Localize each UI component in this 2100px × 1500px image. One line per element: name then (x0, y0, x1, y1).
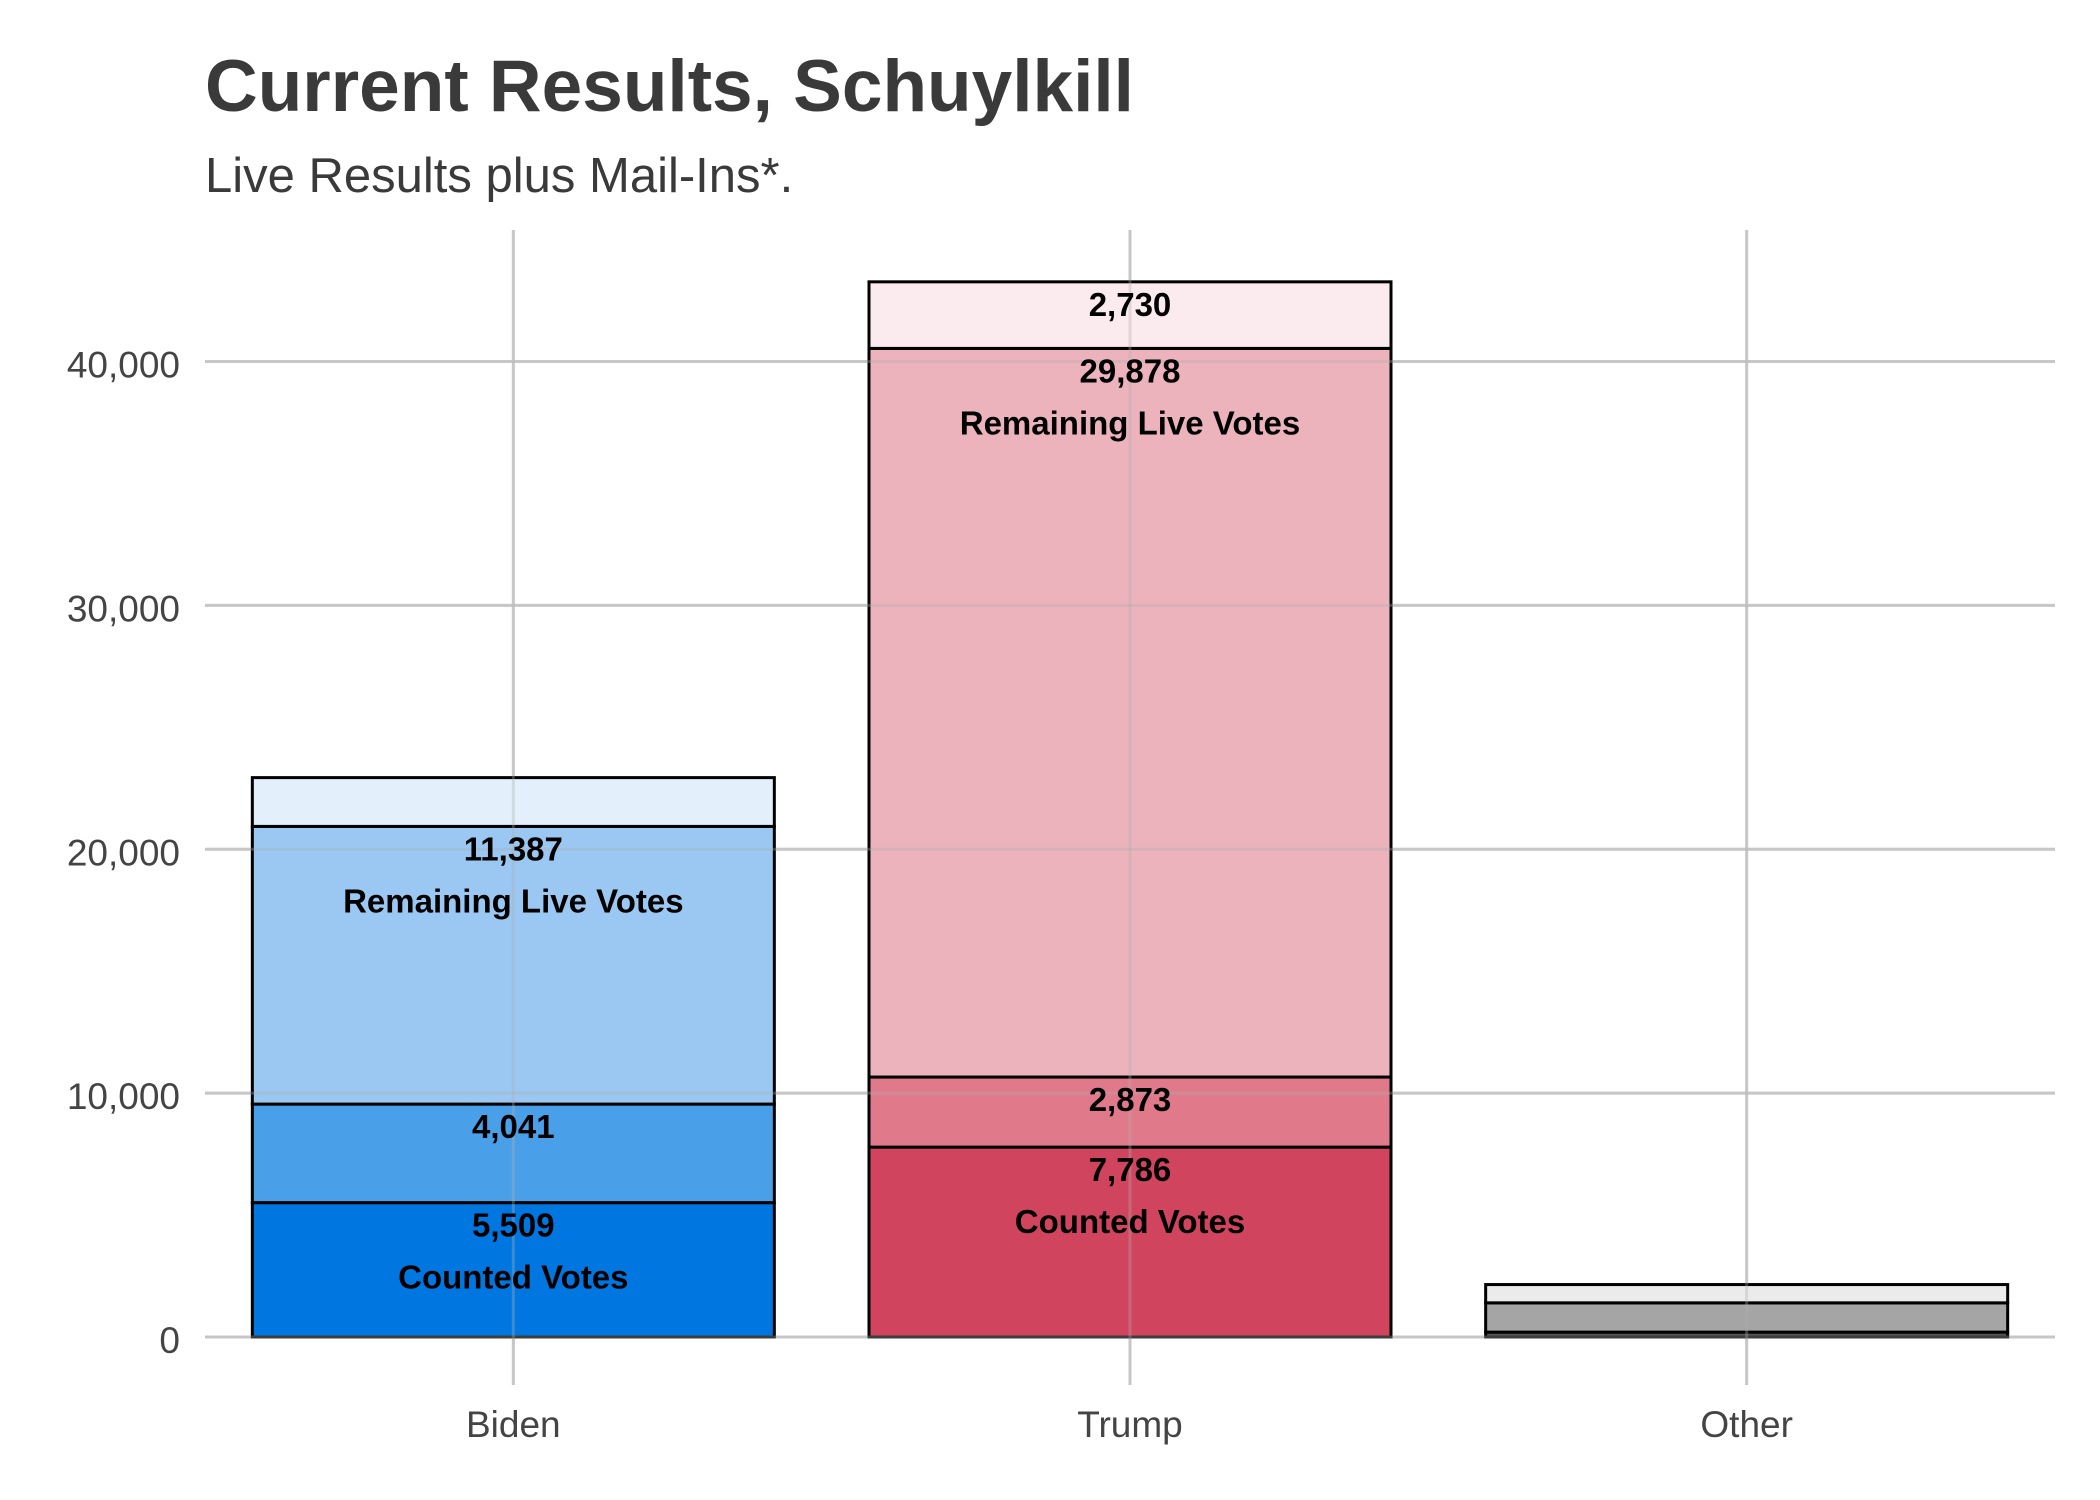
y-tick-label: 40,000 (67, 345, 180, 386)
axis-layer: 0 10,000 20,000 30,000 40,000 Biden Trump Other (67, 345, 1793, 1446)
bar-value-label: 2,873 (1089, 1081, 1172, 1118)
bar-value-label: 2,730 (1089, 286, 1172, 323)
bar-segment-label: Counted Votes (1015, 1203, 1245, 1240)
bar-segment-label: Remaining Live Votes (960, 404, 1300, 441)
bar-segment (867, 280, 1393, 350)
bar-segment-label: Counted Votes (398, 1259, 628, 1296)
chart-subtitle: Live Results plus Mail-Ins*. (205, 149, 794, 203)
bar-segment (250, 776, 776, 828)
bar-segment (867, 1075, 1393, 1149)
y-tick-label: 20,000 (67, 832, 180, 873)
bar-segment (250, 824, 776, 1106)
bar-segment (1484, 1283, 2010, 1305)
x-tick-label: Trump (1077, 1404, 1183, 1445)
bar-segment-label: Remaining Live Votes (343, 882, 683, 919)
bars-layer (205, 230, 2055, 1385)
bar-value-label: 29,878 (1080, 352, 1181, 389)
bar-segment (250, 1102, 776, 1205)
y-tick-label: 10,000 (67, 1076, 180, 1117)
bar-value-label: 7,786 (1089, 1151, 1172, 1188)
y-tick-label: 30,000 (67, 588, 180, 629)
chart-title: Current Results, Schuylkill (205, 46, 1134, 127)
bar-segment (867, 346, 1393, 1079)
bar-value-label: 5,509 (472, 1207, 555, 1244)
x-tick-label: Other (1700, 1404, 1793, 1445)
bar-segment (250, 1201, 776, 1339)
bar-value-label: 11,387 (464, 830, 563, 867)
labels-layer: 5,509 Counted Votes 4,041 11,387 Remaining L… (343, 286, 1300, 1296)
bar-segment (867, 1145, 1393, 1339)
bar-segment (1484, 1301, 2010, 1334)
y-tick-label: 0 (159, 1320, 180, 1361)
bar-value-label: 4,041 (472, 1108, 555, 1145)
x-tick-label: Biden (466, 1404, 561, 1445)
